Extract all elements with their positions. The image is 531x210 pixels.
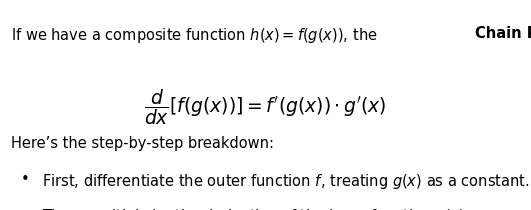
Text: •: • — [21, 207, 30, 210]
Text: •: • — [21, 172, 30, 187]
Text: If we have a composite function $h(x) = f(g(x))$, the: If we have a composite function $h(x) = … — [11, 26, 378, 45]
Text: First, differentiate the outer function $f$, treating $g(x)$ as a constant.: First, differentiate the outer function … — [42, 172, 529, 191]
Text: $\dfrac{d}{dx}[f(g(x))] = f'(g(x)) \cdot g'(x)$: $\dfrac{d}{dx}[f(g(x))] = f'(g(x)) \cdot… — [144, 87, 387, 127]
Text: Here’s the step-by-step breakdown:: Here’s the step-by-step breakdown: — [11, 136, 273, 151]
Text: Chain Rule: Chain Rule — [475, 26, 531, 41]
Text: Then, multiply by the derivative of the inner function $g(x)$.: Then, multiply by the derivative of the … — [42, 207, 469, 210]
